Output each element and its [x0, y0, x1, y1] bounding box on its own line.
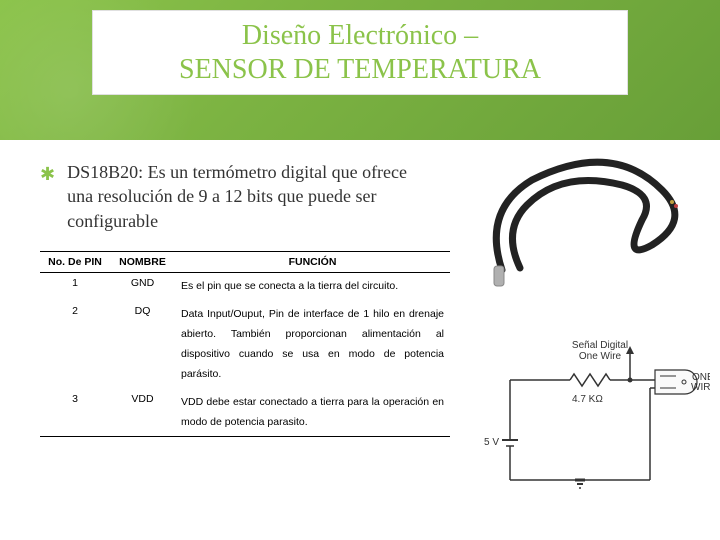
bullet-text: DS18B20: Es un termómetro digital que of… [67, 160, 427, 233]
title-box: Diseño Electrónico – SENSOR DE TEMPERATU… [92, 10, 628, 95]
table-row: 3 VDD VDD debe estar conectado a tierra … [40, 389, 450, 437]
content-area: ✱ DS18B20: Es un termómetro digital que … [40, 160, 680, 437]
cell-pin: 3 [40, 389, 110, 437]
connector-label-bottom: WIRE [691, 382, 710, 393]
th-func: FUNCIÓN [175, 251, 450, 272]
table-row: 1 GND Es el pin que se conecta a la tier… [40, 272, 450, 300]
pin-table: No. De PIN NOMBRE FUNCIÓN 1 GND Es el pi… [40, 251, 450, 438]
table-header-row: No. De PIN NOMBRE FUNCIÓN [40, 251, 450, 272]
cell-func: VDD debe estar conectado a tierra para l… [175, 389, 450, 437]
cell-name: DQ [110, 301, 175, 389]
cell-name: VDD [110, 389, 175, 437]
voltage-label: 5 V [484, 437, 499, 448]
cell-pin: 2 [40, 301, 110, 389]
title-line-2: SENSOR DE TEMPERATURA [179, 54, 541, 85]
title-line-1: Diseño Electrónico – [242, 20, 478, 51]
cell-name: GND [110, 272, 175, 300]
table-row: 2 DQ Data Input/Ouput, Pin de interface … [40, 301, 450, 389]
th-pin: No. De PIN [40, 251, 110, 272]
cell-pin: 1 [40, 272, 110, 300]
cell-func: Es el pin que se conecta a la tierra del… [175, 272, 450, 300]
cell-func: Data Input/Ouput, Pin de interface de 1 … [175, 301, 450, 389]
bullet-star-icon: ✱ [40, 164, 55, 185]
bullet-item: ✱ DS18B20: Es un termómetro digital que … [40, 160, 680, 233]
th-name: NOMBRE [110, 251, 175, 272]
